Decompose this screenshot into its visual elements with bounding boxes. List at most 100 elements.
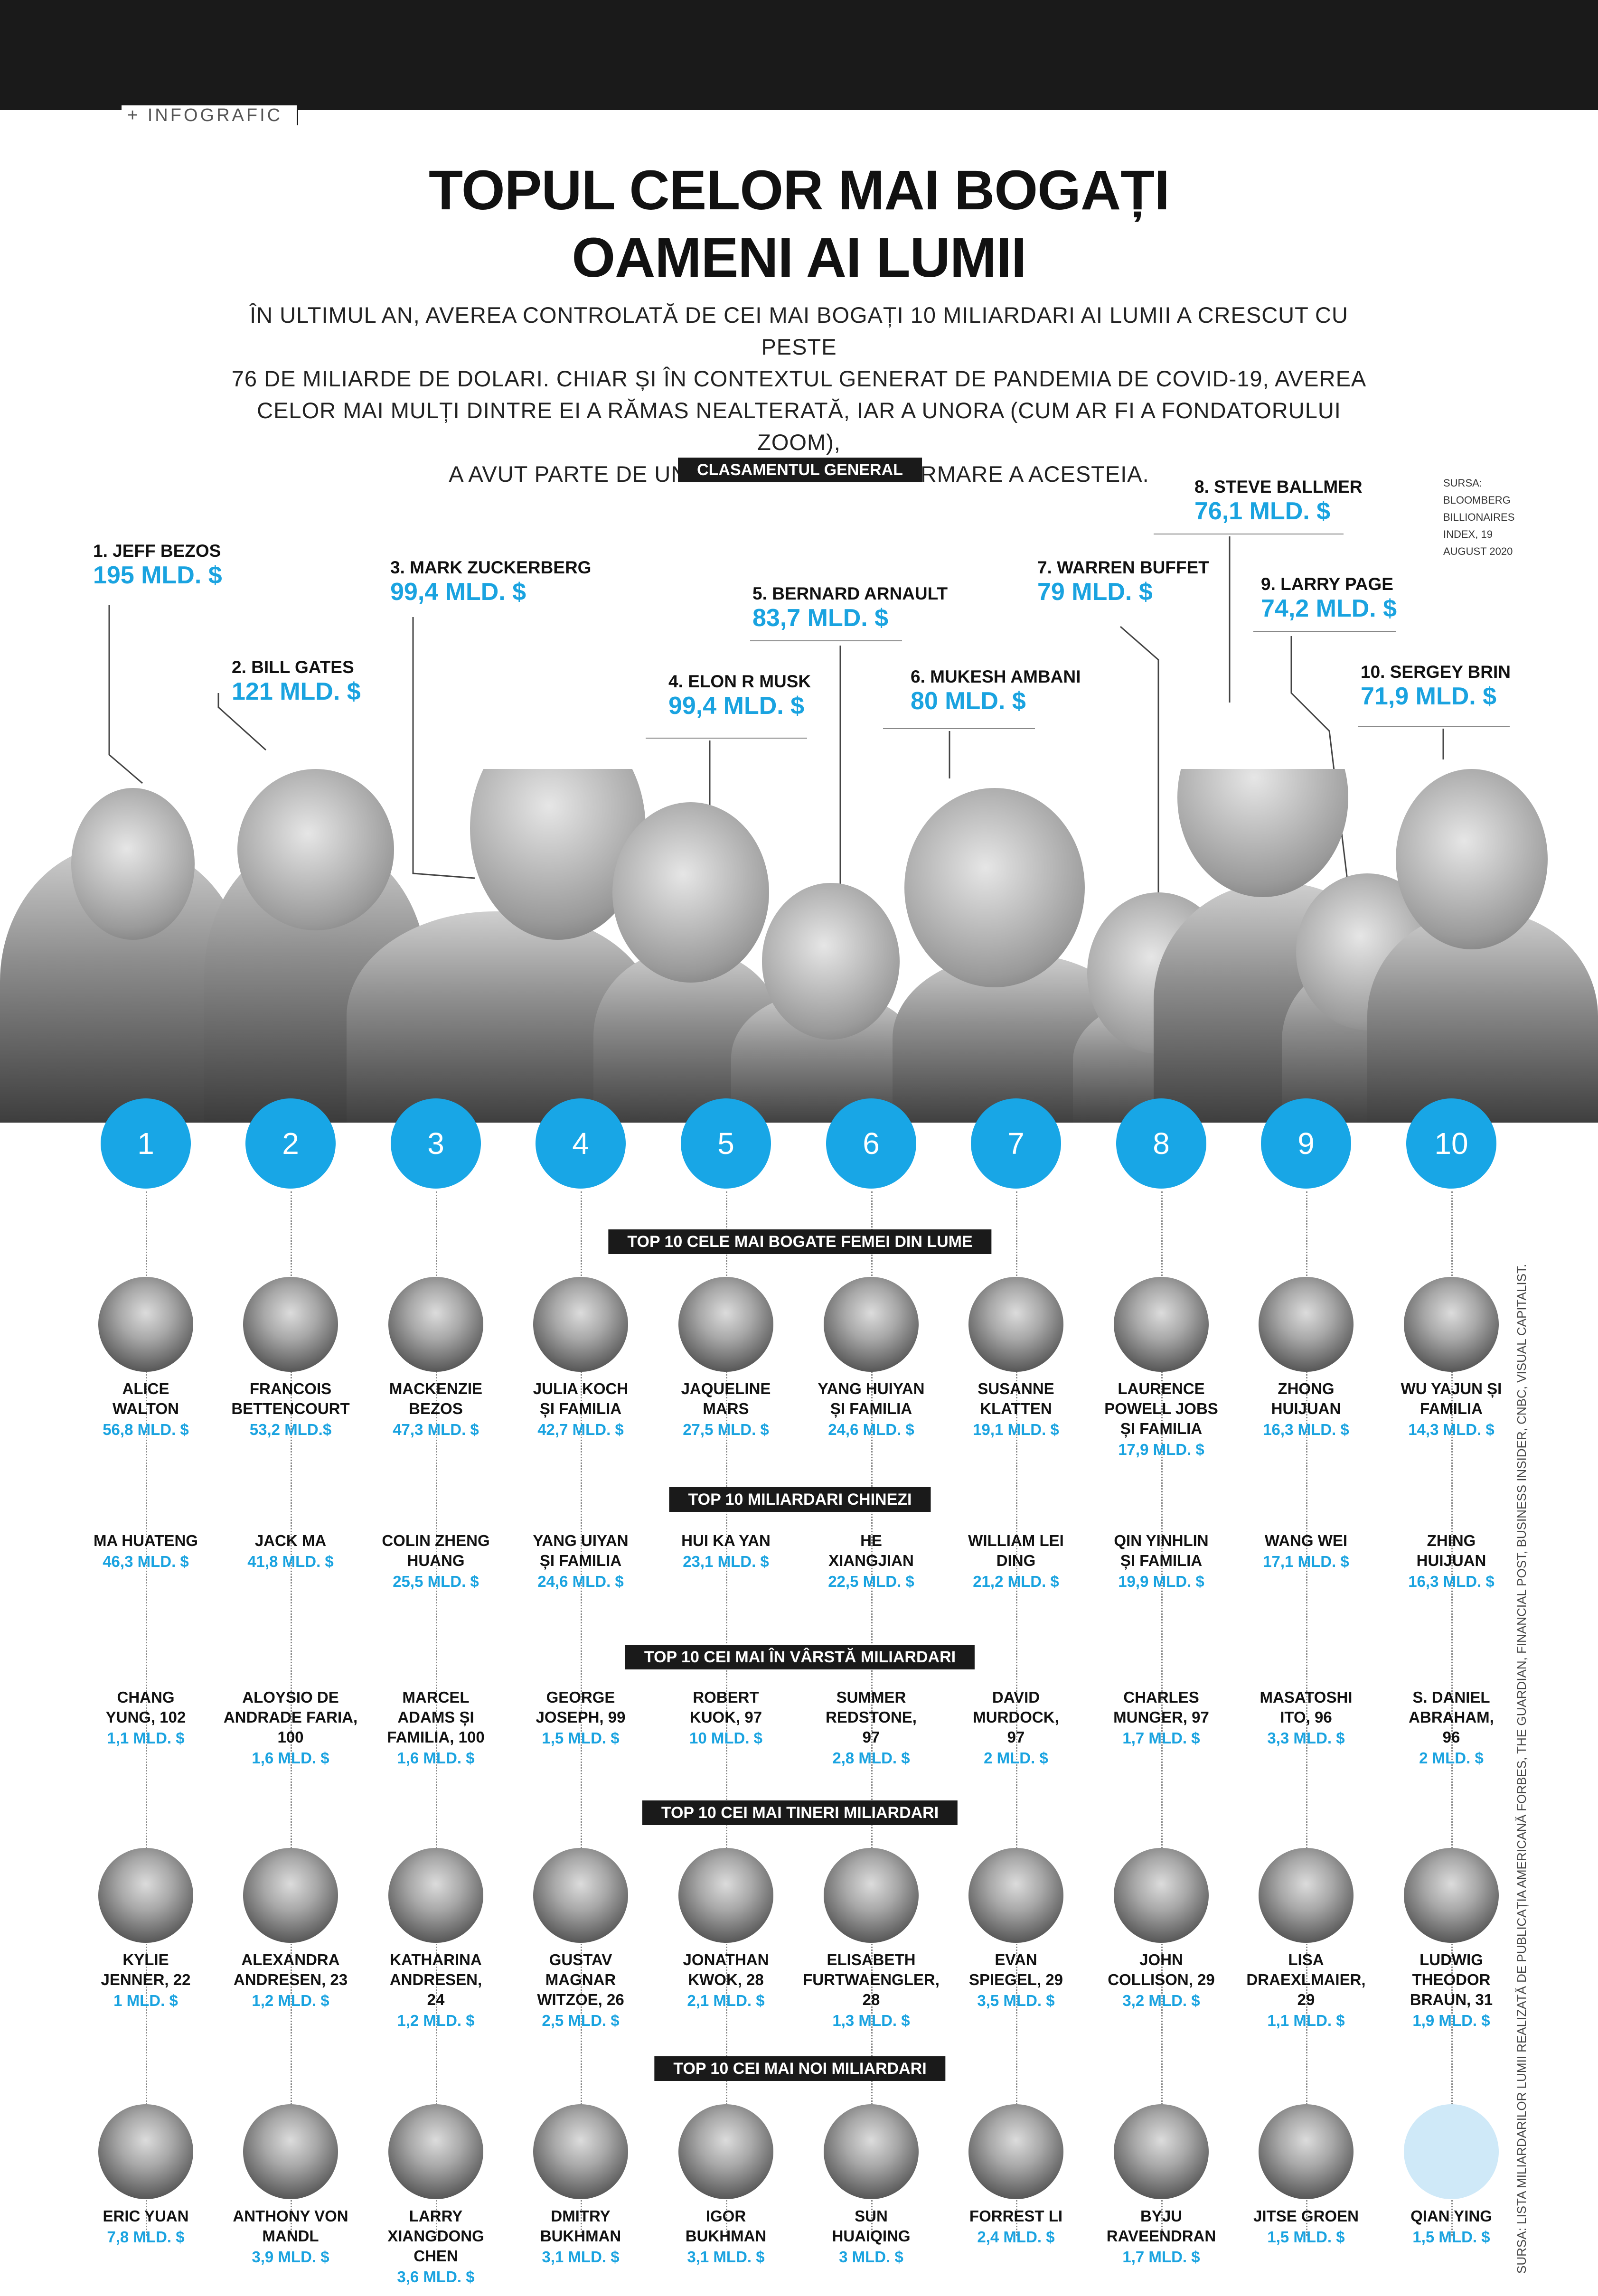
person-name: COLIN ZHENG HUANG: [382, 1532, 490, 1569]
person-worth: 121 MLD. $: [232, 678, 361, 705]
avatar: [533, 1277, 628, 1372]
person-worth: 2,8 MLD. $: [832, 1749, 910, 1767]
person-name: DMITRY BUKHMAN: [540, 2207, 621, 2245]
avatar: [388, 1848, 483, 1943]
person-worth: 16,3 MLD. $: [1408, 1573, 1495, 1590]
person-worth: 1 MLD. $: [113, 1992, 178, 2009]
person-name: MACKENZIE BEZOS: [389, 1380, 483, 1417]
person-name: LARRY XIANGDONG CHEN: [387, 2207, 484, 2265]
person-worth: 3,6 MLD. $: [397, 2268, 475, 2286]
person-worth: 195 MLD. $: [93, 562, 222, 589]
general-person-10: 10. SERGEY BRIN 71,9 MLD. $: [1361, 662, 1511, 711]
person-name: 6. MUKESH AMBANI: [911, 667, 1081, 686]
person-worth: 74,2 MLD. $: [1261, 595, 1397, 622]
person-worth: 3,1 MLD. $: [687, 2248, 765, 2266]
column-guide: [581, 1191, 582, 2236]
person-worth: 83,7 MLD. $: [752, 604, 889, 632]
person-name: LAURENCE POWELL JOBS ȘI FAMILIA: [1104, 1380, 1218, 1437]
person-worth: 1,6 MLD. $: [397, 1749, 475, 1767]
person-name: ZHING HUIJUAN: [1416, 1532, 1486, 1569]
oldest-header: TOP 10 CEI MAI ÎN VÂRSTĂ MILIARDARI: [625, 1645, 975, 1669]
person-name: KATHARINA ANDRESEN, 24: [389, 1951, 482, 2008]
source-note: SURSA: BLOOMBERG BILLIONAIRES INDEX, 19 …: [1443, 475, 1538, 560]
avatar: [1114, 1277, 1209, 1372]
person-name: DAVID MURDOCK, 97: [973, 1688, 1059, 1746]
person-name: YANG UIYAN ȘI FAMILIA: [533, 1532, 629, 1569]
person-name: 7. WARREN BUFFET: [1037, 558, 1209, 577]
general-person-5: 5. BERNARD ARNAULT 83,7 MLD. $: [752, 584, 948, 632]
avatar: [243, 1277, 338, 1372]
avatar: [388, 1277, 483, 1372]
avatar: [1259, 2104, 1354, 2199]
person-worth: 19,1 MLD. $: [973, 1421, 1059, 1438]
rank-circle-9: 9: [1261, 1098, 1351, 1189]
person-name: 3. MARK ZUCKERBERG: [390, 558, 592, 577]
newest-header: TOP 10 CEI MAI NOI MILIARDARI: [654, 2056, 946, 2081]
person-worth: 3,3 MLD. $: [1267, 1729, 1345, 1747]
source-line: BILLIONAIRES: [1443, 511, 1515, 523]
person-name: WANG WEI: [1264, 1532, 1348, 1549]
person-name: 10. SERGEY BRIN: [1361, 662, 1511, 682]
person-name: ANTHONY VON MANDL: [233, 2207, 348, 2245]
person-worth: 2,4 MLD. $: [977, 2228, 1055, 2246]
general-person-4: 4. ELON R MUSK 99,4 MLD. $: [668, 672, 811, 720]
rank-circle-3: 3: [391, 1098, 481, 1189]
person-name: WU YAJUN ȘI FAMILIA: [1401, 1380, 1502, 1417]
person-name: BYJU RAVEENDRAN: [1106, 2207, 1216, 2245]
person-name: CHANG YUNG, 102: [105, 1688, 186, 1726]
person-worth: 79 MLD. $: [1037, 578, 1153, 606]
person-worth: 21,2 MLD. $: [973, 1573, 1059, 1590]
person-worth: 99,4 MLD. $: [390, 578, 526, 606]
person-name: 1. JEFF BEZOS: [93, 541, 221, 561]
avatar: [678, 1848, 773, 1943]
person-worth: 17,1 MLD. $: [1263, 1553, 1349, 1570]
avatar: [1114, 2104, 1209, 2199]
rank-circle-5: 5: [681, 1098, 771, 1189]
person-worth: 46,3 MLD. $: [103, 1553, 189, 1570]
person-worth: 25,5 MLD. $: [393, 1573, 479, 1590]
person-worth: 3,5 MLD. $: [977, 1992, 1055, 2009]
person-name: JITSE GROEN: [1253, 2207, 1359, 2225]
intro-line: CELOR MAI MULȚI DINTRE EI A RĂMAS NEALTE…: [257, 398, 1341, 455]
face-gates: [237, 769, 394, 930]
person-worth: 19,9 MLD. $: [1118, 1573, 1204, 1590]
person-name: 5. BERNARD ARNAULT: [752, 584, 948, 603]
person-worth: 56,8 MLD. $: [103, 1421, 189, 1438]
avatar: [98, 2104, 193, 2199]
person-worth: 1,6 MLD. $: [252, 1749, 329, 1767]
person-name: ALOYSIO DE ANDRADE FARIA, 100: [223, 1688, 358, 1746]
general-person-2: 2. BILL GATES 121 MLD. $: [232, 657, 361, 706]
avatar: [1259, 1277, 1354, 1372]
face-ambani: [904, 788, 1085, 987]
avatar: [98, 1848, 193, 1943]
person-worth: 23,1 MLD. $: [683, 1553, 769, 1570]
avatar: [1404, 2104, 1499, 2199]
source-line: AUGUST 2020: [1443, 545, 1513, 557]
source-line: INDEX, 19: [1443, 528, 1493, 540]
person-worth: 1,5 MLD. $: [1267, 2228, 1345, 2246]
person-worth: 41,8 MLD. $: [247, 1553, 334, 1570]
person-name: JOHN COLLISON, 29: [1108, 1951, 1215, 1988]
face-brin: [1396, 769, 1548, 949]
person-worth: 24,6 MLD. $: [828, 1421, 914, 1438]
youngest-header: TOP 10 CEI MAI TINERI MILIARDARI: [642, 1800, 958, 1825]
person-worth: 7,8 MLD. $: [107, 2228, 185, 2246]
column-guide: [1306, 1191, 1307, 2236]
person-worth: 1,7 MLD. $: [1122, 1729, 1200, 1747]
column-guide: [1161, 1191, 1163, 2236]
general-person-7: 7. WARREN BUFFET 79 MLD. $: [1037, 558, 1209, 606]
intro-text: ÎN ULTIMUL AN, AVEREA CONTROLATĂ DE CEI …: [223, 299, 1375, 490]
person-name: FORREST LI: [969, 2207, 1063, 2225]
column-guide: [726, 1191, 727, 2236]
person-name: IGOR BUKHMAN: [685, 2207, 767, 2245]
source-line: SURSA:: [1443, 477, 1482, 489]
person-name: MA HUATENG: [94, 1532, 198, 1549]
person-name: GUSTAV MAGNAR WITZOE, 26: [537, 1951, 624, 2008]
column-guide: [291, 1191, 292, 2236]
person-worth: 27,5 MLD. $: [683, 1421, 769, 1438]
person-worth: 71,9 MLD. $: [1361, 683, 1497, 710]
general-person-6: 6. MUKESH AMBANI 80 MLD. $: [911, 667, 1081, 715]
person-name: SUN HUAIQING: [832, 2207, 911, 2245]
general-person-1: 1. JEFF BEZOS 195 MLD. $: [93, 541, 222, 590]
person-name: ALEXANDRA ANDRESEN, 23: [233, 1951, 348, 1988]
